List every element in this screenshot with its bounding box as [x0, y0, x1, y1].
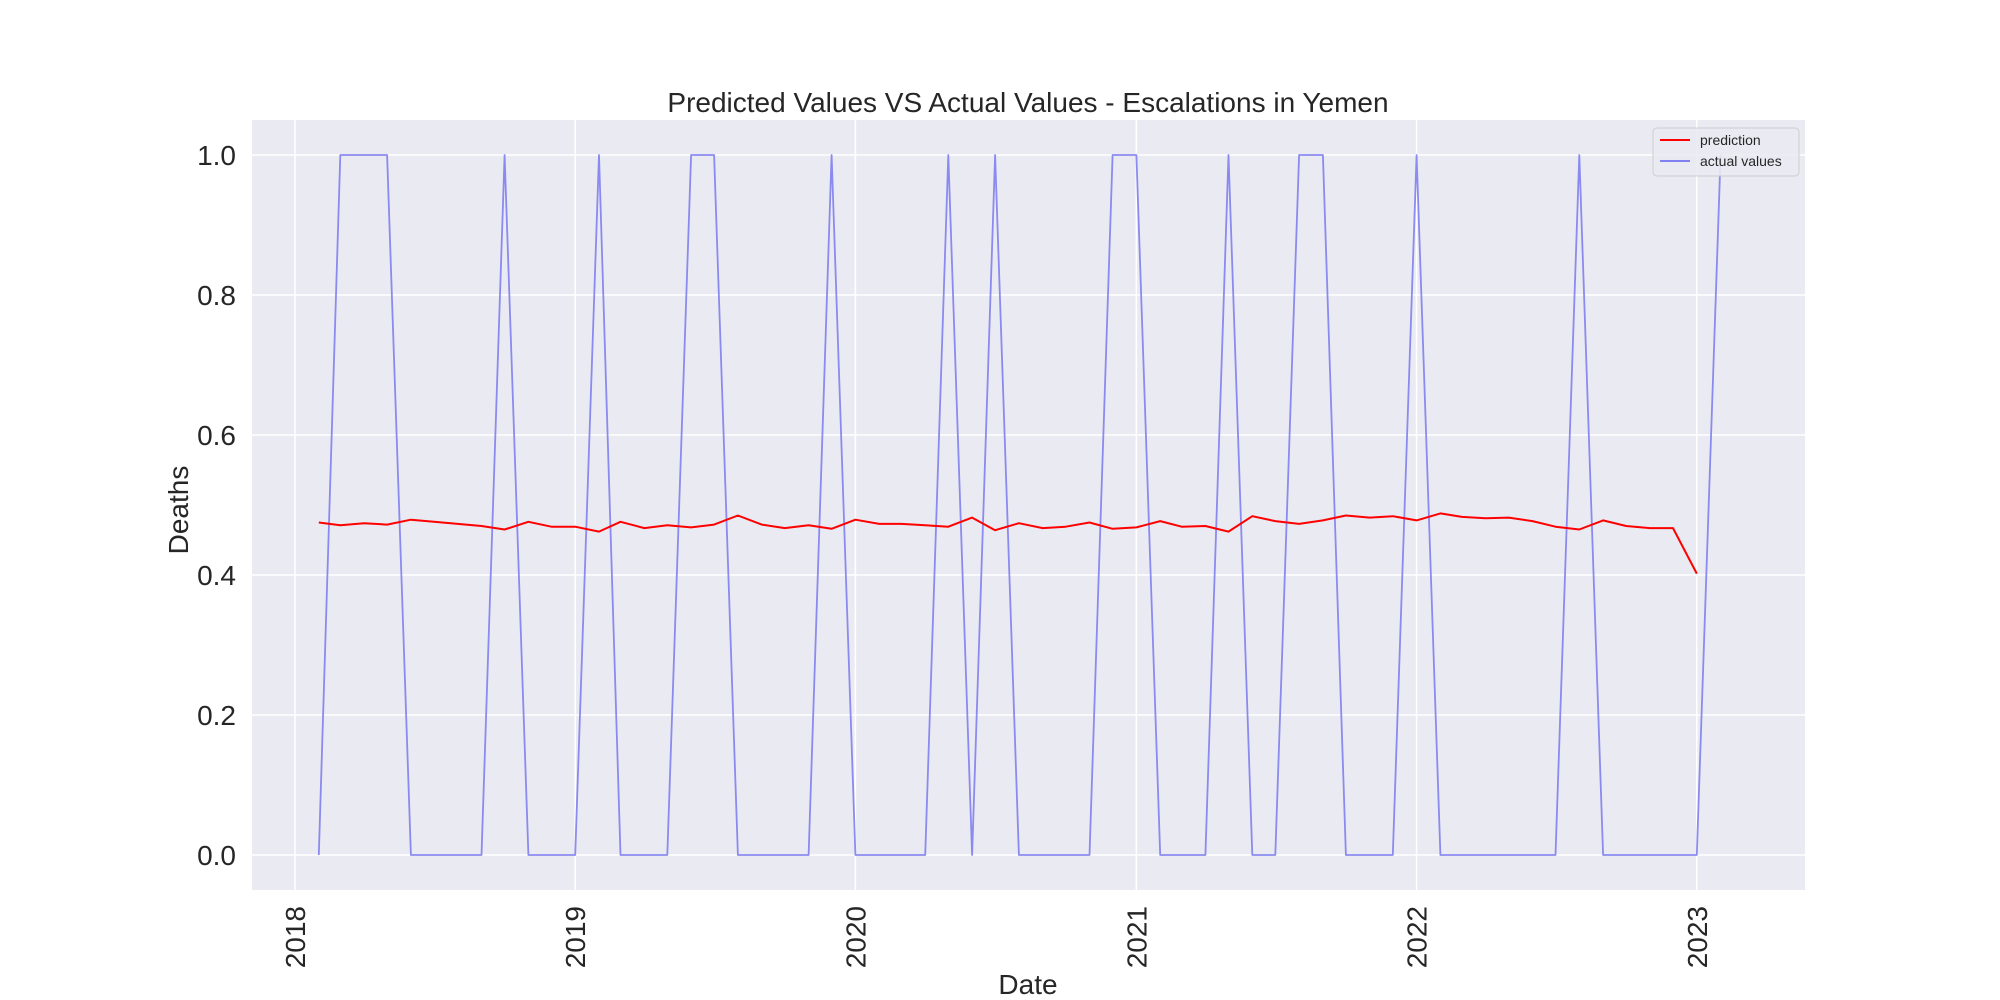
- y-tick-label: 0.6: [197, 420, 236, 451]
- x-tick-labels: 2018 2019 2020 2021 2022 2023: [280, 906, 1713, 968]
- series-line-actual-values: [317, 154, 1722, 856]
- grid: [252, 120, 1805, 890]
- x-tick-label: 2020: [840, 906, 871, 968]
- legend-label-prediction: prediction: [1700, 132, 1761, 148]
- x-tick-label: 2018: [280, 906, 311, 968]
- y-tick-label: 0.4: [197, 560, 236, 591]
- x-axis-title: Date: [998, 969, 1057, 1000]
- series-lines: [317, 154, 1722, 856]
- x-tick-label: 2019: [560, 906, 591, 968]
- y-tick-labels: 0.0 0.2 0.4 0.6 0.8 1.0: [197, 140, 236, 871]
- legend-label-actual-values: actual values: [1700, 153, 1782, 169]
- series-line-prediction: [318, 512, 1698, 575]
- y-tick-label: 1.0: [197, 140, 236, 171]
- chart-title: Predicted Values VS Actual Values - Esca…: [667, 87, 1388, 118]
- y-tick-label: 0.2: [197, 700, 236, 731]
- x-tick-label: 2023: [1682, 906, 1713, 968]
- legend: prediction actual values: [1652, 127, 1800, 177]
- y-axis-title: Deaths: [163, 466, 194, 555]
- x-tick-label: 2022: [1402, 906, 1433, 968]
- y-tick-label: 0.0: [197, 840, 236, 871]
- plot-background: [252, 120, 1805, 890]
- x-tick-label: 2021: [1121, 906, 1152, 968]
- y-tick-label: 0.8: [197, 280, 236, 311]
